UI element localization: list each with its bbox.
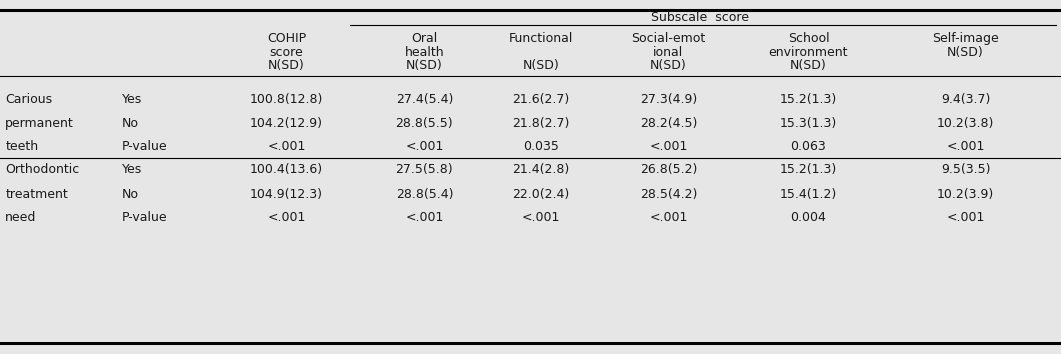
Text: Self-image: Self-image bbox=[933, 33, 998, 45]
Text: 15.3(1.3): 15.3(1.3) bbox=[780, 118, 837, 130]
Text: P-value: P-value bbox=[122, 211, 168, 224]
Text: teeth: teeth bbox=[5, 141, 38, 153]
Text: 15.4(1.2): 15.4(1.2) bbox=[780, 188, 837, 201]
Text: 0.035: 0.035 bbox=[523, 141, 559, 153]
Text: Social-emot: Social-emot bbox=[631, 33, 706, 45]
Text: No: No bbox=[122, 118, 139, 130]
Text: Yes: Yes bbox=[122, 164, 142, 176]
Text: 28.8(5.5): 28.8(5.5) bbox=[396, 118, 453, 130]
Text: 10.2(3.8): 10.2(3.8) bbox=[937, 118, 994, 130]
Text: Carious: Carious bbox=[5, 93, 52, 105]
Text: School: School bbox=[787, 33, 830, 45]
Text: 104.2(12.9): 104.2(12.9) bbox=[250, 118, 323, 130]
Text: 0.004: 0.004 bbox=[790, 211, 827, 224]
Text: <.001: <.001 bbox=[267, 211, 306, 224]
Text: 28.8(5.4): 28.8(5.4) bbox=[396, 188, 453, 201]
Text: <.001: <.001 bbox=[946, 141, 985, 153]
Text: 15.2(1.3): 15.2(1.3) bbox=[780, 164, 837, 176]
Text: Subscale  score: Subscale score bbox=[651, 11, 749, 24]
Text: N(SD): N(SD) bbox=[406, 59, 442, 72]
Text: <.001: <.001 bbox=[267, 141, 306, 153]
Text: need: need bbox=[5, 211, 37, 224]
Text: environment: environment bbox=[769, 46, 848, 59]
Text: 27.3(4.9): 27.3(4.9) bbox=[640, 93, 697, 105]
Text: score: score bbox=[269, 46, 303, 59]
Text: No: No bbox=[122, 188, 139, 201]
Text: Oral: Oral bbox=[412, 33, 437, 45]
Text: 22.0(2.4): 22.0(2.4) bbox=[512, 188, 570, 201]
Text: 15.2(1.3): 15.2(1.3) bbox=[780, 93, 837, 105]
Text: <.001: <.001 bbox=[405, 211, 443, 224]
Text: N(SD): N(SD) bbox=[650, 59, 686, 72]
Text: N(SD): N(SD) bbox=[947, 46, 984, 59]
Text: <.001: <.001 bbox=[405, 141, 443, 153]
Text: Orthodontic: Orthodontic bbox=[5, 164, 80, 176]
Text: <.001: <.001 bbox=[649, 211, 688, 224]
Text: N(SD): N(SD) bbox=[268, 59, 305, 72]
Text: 0.063: 0.063 bbox=[790, 141, 827, 153]
Text: COHIP: COHIP bbox=[267, 33, 306, 45]
Text: <.001: <.001 bbox=[522, 211, 560, 224]
Text: health: health bbox=[404, 46, 445, 59]
Text: permanent: permanent bbox=[5, 118, 74, 130]
Text: 27.5(5.8): 27.5(5.8) bbox=[396, 164, 453, 176]
Text: 10.2(3.9): 10.2(3.9) bbox=[937, 188, 994, 201]
Text: 21.4(2.8): 21.4(2.8) bbox=[512, 164, 570, 176]
Text: 28.2(4.5): 28.2(4.5) bbox=[640, 118, 697, 130]
Text: 104.9(12.3): 104.9(12.3) bbox=[250, 188, 323, 201]
Text: treatment: treatment bbox=[5, 188, 68, 201]
Text: 100.4(13.6): 100.4(13.6) bbox=[250, 164, 323, 176]
Text: N(SD): N(SD) bbox=[523, 59, 559, 72]
Text: 21.8(2.7): 21.8(2.7) bbox=[512, 118, 570, 130]
Text: 27.4(5.4): 27.4(5.4) bbox=[396, 93, 453, 105]
Text: 26.8(5.2): 26.8(5.2) bbox=[640, 164, 697, 176]
Text: Functional: Functional bbox=[509, 33, 573, 45]
Text: 21.6(2.7): 21.6(2.7) bbox=[512, 93, 570, 105]
Text: Yes: Yes bbox=[122, 93, 142, 105]
Text: P-value: P-value bbox=[122, 141, 168, 153]
Text: 28.5(4.2): 28.5(4.2) bbox=[640, 188, 697, 201]
Text: N(SD): N(SD) bbox=[790, 59, 827, 72]
Text: <.001: <.001 bbox=[649, 141, 688, 153]
Text: 9.5(3.5): 9.5(3.5) bbox=[941, 164, 990, 176]
Text: ional: ional bbox=[654, 46, 683, 59]
Text: <.001: <.001 bbox=[946, 211, 985, 224]
Text: 9.4(3.7): 9.4(3.7) bbox=[941, 93, 990, 105]
Text: 100.8(12.8): 100.8(12.8) bbox=[249, 93, 324, 105]
